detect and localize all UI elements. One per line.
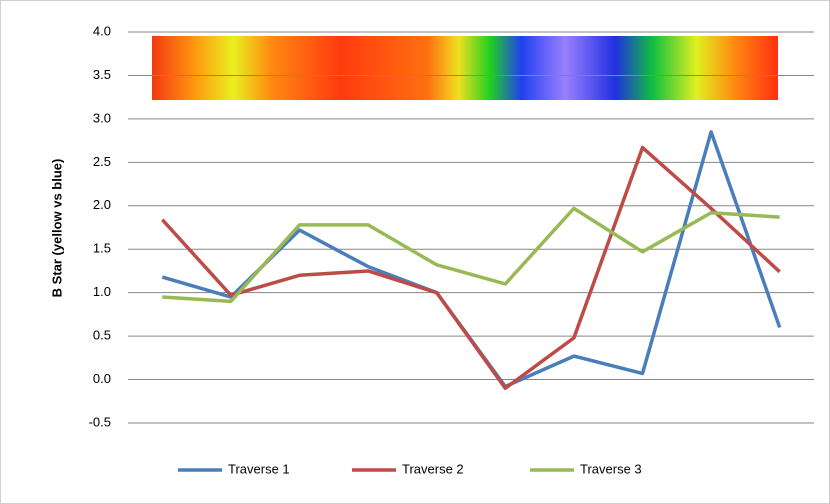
- y-tick-label: 1.5: [93, 241, 111, 256]
- y-tick-label: 2.5: [93, 154, 111, 169]
- y-tick-label: 0.5: [93, 328, 111, 343]
- series-line: [161, 145, 781, 390]
- y-tick-label: 4.0: [93, 23, 111, 38]
- legend-label: Traverse 3: [580, 461, 642, 476]
- y-tick-label: 0.0: [93, 371, 111, 386]
- legend-label: Traverse 1: [228, 461, 290, 476]
- legend-label: Traverse 2: [402, 461, 464, 476]
- series-line: [162, 206, 780, 304]
- y-tick-label: 2.0: [93, 197, 111, 212]
- color-strip: [152, 36, 778, 100]
- y-tick-label: 3.5: [93, 67, 111, 82]
- y-tick-label: 3.0: [93, 110, 111, 125]
- y-tick-label: -0.5: [89, 414, 111, 429]
- y-tick-label: 1.0: [93, 284, 111, 299]
- y-axis-label: B Star (yellow vs blue): [49, 159, 64, 298]
